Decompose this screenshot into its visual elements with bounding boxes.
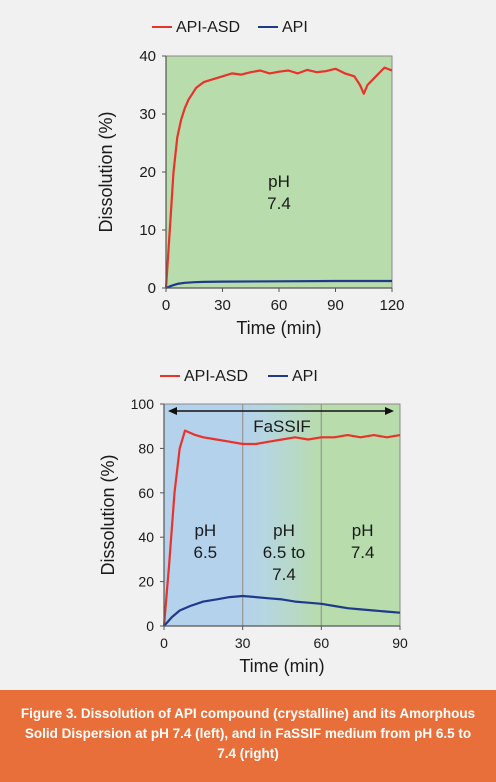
y-ticks: 0 10 20 30 40 <box>139 48 166 297</box>
series-group <box>162 429 401 627</box>
region-label-2: pH 6.5 to 7.4 <box>263 521 306 584</box>
x-tick-label: 60 <box>314 635 330 651</box>
region-line: 6.5 <box>194 543 218 562</box>
x-tick-label: 0 <box>162 297 170 314</box>
x-ticks: 0 30 60 90 <box>160 626 408 651</box>
region-line: 7.4 <box>272 565 296 584</box>
region-line: 7.4 <box>267 194 291 213</box>
legend-label-api: API <box>292 368 318 385</box>
region-line: 6.5 to <box>263 543 306 562</box>
region-labels: pH 6.5 pH 6.5 to 7.4 pH 7.4 <box>194 521 375 584</box>
chart-right: API-ASD API FaSSIF pH 6.5pH 6.5 to 7.4pH 7.4 … <box>98 368 408 676</box>
fassif-label: FaSSIF <box>253 417 311 436</box>
legend-label-api-asd: API-ASD <box>176 19 240 36</box>
y-tick-label: 20 <box>138 574 154 590</box>
region-label-1: pH 7.4 <box>267 172 291 213</box>
legend-label-api-asd: API-ASD <box>184 368 248 385</box>
x-tick-label: 120 <box>379 297 404 314</box>
series-line-api-asd <box>162 429 401 627</box>
y-tick-label: 10 <box>139 222 156 239</box>
legend-label-api: API <box>282 19 308 36</box>
y-tick-label: 100 <box>131 396 155 412</box>
region-backgrounds <box>163 403 401 627</box>
figure-caption: Figure 3. Dissolution of API compound (c… <box>0 690 496 782</box>
series-line-api-asd <box>164 66 393 289</box>
axes <box>163 404 400 627</box>
region-label-3: pH 7.4 <box>351 521 375 562</box>
region-line: pH <box>273 521 295 540</box>
y-tick-label: 0 <box>148 280 156 297</box>
region-bg-2 <box>242 404 322 626</box>
legend: API-ASD API <box>152 19 308 36</box>
y-tick-label: 30 <box>139 106 156 123</box>
x-tick-label: 30 <box>235 635 251 651</box>
region-line: pH <box>194 521 216 540</box>
y-tick-label: 80 <box>138 440 154 456</box>
y-ticks: 0 20 40 60 80 100 <box>131 396 164 634</box>
series-line-api <box>165 279 392 290</box>
region-line: pH <box>268 172 290 191</box>
legend: API-ASD API <box>160 368 318 385</box>
region-label-1: pH 6.5 <box>194 521 218 562</box>
region-dividers <box>242 404 322 626</box>
y-tick-label: 60 <box>138 485 154 501</box>
series-line-api <box>163 594 401 627</box>
region-line: 7.4 <box>351 543 375 562</box>
y-tick-label: 20 <box>139 164 156 181</box>
y-tick-label: 0 <box>146 618 154 634</box>
region-bg-3 <box>321 404 400 626</box>
chart-left: API-ASD API pH 7.4 0 10 20 30 40 0 30 60 90 120 Ti… <box>96 19 405 338</box>
x-tick-label: 60 <box>271 297 288 314</box>
y-axis-label: Dissolution (%) <box>96 111 116 232</box>
figure: API-ASD API pH 7.4 0 10 20 30 40 0 30 60 90 120 Ti… <box>96 19 408 676</box>
x-axis-label: Time (min) <box>239 656 324 676</box>
region-line: pH <box>352 521 374 540</box>
fassif-arrow-head-right <box>385 407 394 415</box>
x-tick-label: 30 <box>214 297 231 314</box>
fassif-arrow-head-left <box>168 407 177 415</box>
y-tick-label: 40 <box>139 48 156 65</box>
x-tick-label: 0 <box>160 635 168 651</box>
x-ticks: 0 30 60 90 120 <box>162 288 405 314</box>
fassif-annotation: FaSSIF <box>168 407 394 436</box>
y-tick-label: 40 <box>138 529 154 545</box>
x-axis-label: Time (min) <box>236 318 321 338</box>
series-group <box>164 66 393 290</box>
x-tick-label: 90 <box>327 297 344 314</box>
x-tick-label: 90 <box>392 635 408 651</box>
region-labels: pH 7.4 <box>267 172 291 213</box>
y-axis-label: Dissolution (%) <box>98 454 118 575</box>
